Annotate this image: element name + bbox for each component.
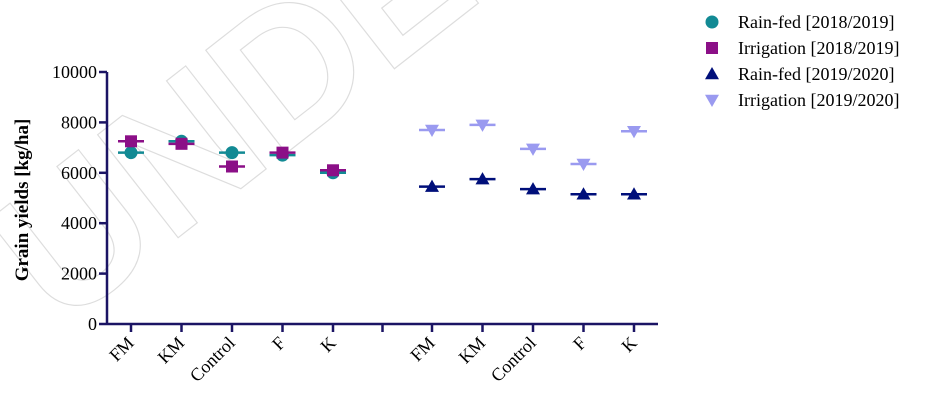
legend-label: Irrigation [2018/2019] — [738, 38, 899, 58]
y-tick-label: 2000 — [61, 264, 97, 284]
x-tick-label: KM — [455, 333, 490, 368]
legend-item: Irrigation [2018/2019] — [706, 38, 899, 58]
x-tick-label: Control — [186, 333, 239, 386]
x-tick-label: F — [268, 333, 289, 354]
x-tick-label: K — [617, 333, 640, 356]
legend-label: Irrigation [2019/2020] — [738, 90, 899, 110]
x-tick-label: KM — [154, 333, 189, 368]
legend-marker — [706, 16, 719, 29]
y-tick-label: 6000 — [61, 163, 97, 183]
legend-label: Rain-fed [2019/2020] — [738, 64, 894, 84]
x-tick-label: Control — [487, 333, 540, 386]
y-axis-label: Grain yields [kg/ha] — [12, 119, 33, 282]
legend-item: Irrigation [2019/2020] — [705, 90, 899, 110]
legend-item: Rain-fed [2019/2020] — [705, 64, 894, 84]
series-3 — [419, 120, 647, 171]
x-tick-label: K — [316, 333, 339, 356]
data-point — [277, 147, 289, 159]
data-point — [226, 161, 238, 173]
series-2 — [419, 172, 647, 199]
legend-marker — [705, 67, 719, 79]
data-point — [226, 146, 239, 159]
legend-marker — [706, 42, 718, 54]
legend: Rain-fed [2018/2019] Irrigation [2018/201… — [705, 12, 899, 110]
data-point — [125, 146, 138, 159]
y-tick-label: 10000 — [52, 62, 97, 82]
legend-item: Rain-fed [2018/2019] — [706, 12, 895, 32]
data-point — [125, 135, 137, 147]
y-tick-label: 0 — [88, 314, 97, 334]
x-tick-label: F — [569, 333, 590, 354]
x-tick-label: FM — [406, 333, 439, 366]
data-point — [327, 164, 339, 176]
y-tick-label: 4000 — [61, 213, 97, 233]
legend-marker — [705, 95, 719, 107]
y-tick-label: 8000 — [61, 112, 97, 132]
data-point — [176, 138, 188, 150]
legend-label: Rain-fed [2018/2019] — [738, 12, 894, 32]
